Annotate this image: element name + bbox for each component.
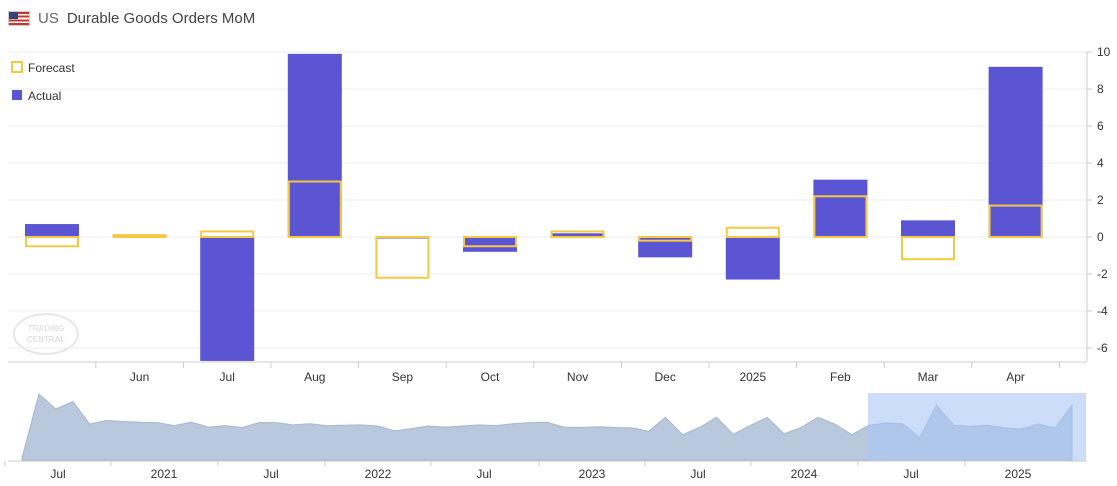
svg-text:TRADING: TRADING [28,324,64,333]
range-navigator[interactable]: Jul 2021 Jul 2022 Jul 2023 Jul 2024 Jul 2025 [4,393,1087,481]
actual-bar [638,237,693,258]
actual-bar [725,237,780,280]
x-tick-label: Oct [481,370,500,384]
country-label: US [38,9,59,27]
navigator-tick-label: Jul [476,467,491,481]
navigator-tick-label: 2024 [791,467,818,481]
y-axis: 10 8 6 4 2 0 -2 -4 -6 [1086,45,1111,361]
trading-central-watermark: TRADING CENTRAL [13,313,79,355]
x-tick-label: Sep [392,370,414,384]
forecast-bar [287,180,342,238]
legend-forecast-swatch [11,61,23,73]
legend-actual-label: Actual [28,89,61,103]
navigator-tick-label: Jul [903,467,918,481]
chart-gridlines [8,51,1087,349]
x-tick-label: Nov [567,370,588,384]
legend-forecast-label: Forecast [28,61,75,75]
navigator-tick-label: Jul [50,467,65,481]
x-tick-label: Jul [220,370,235,384]
forecast-bar [375,236,430,279]
navigator-tick-label: Jul [263,467,278,481]
navigator-tick-label: 2025 [1005,467,1032,481]
actual-bar [25,224,79,237]
x-tick-label: Aug [304,370,325,384]
actual-bar [813,179,868,237]
forecast-bar [550,230,605,238]
navigator-tick-label: 2022 [365,467,392,481]
navigator-tick-label: 2023 [579,467,606,481]
forecast-bar [725,226,780,238]
x-tick-label: 2025 [739,370,766,384]
forecast-bar [813,195,868,239]
actual-bar [287,53,342,237]
x-axis: Jun Jul Aug Sep Oct Nov Dec 2025 Feb Mar Apr [8,361,1087,384]
forecast-bar [112,234,167,238]
y-tick-label: 2 [1097,193,1104,207]
y-tick-label: 10 [1097,45,1111,59]
actual-bar [200,237,255,361]
navigator-selection[interactable] [868,393,1086,461]
forecast-bar [200,230,255,238]
navigator-tick-label: 2021 [151,467,178,481]
y-tick-label: 4 [1097,156,1104,170]
y-tick-label: 0 [1097,230,1104,244]
x-tick-label: Dec [655,370,676,384]
chart-legend[interactable]: Forecast Actual [11,61,75,103]
actual-bar [463,237,517,252]
navigator-tick-label: Jul [690,467,705,481]
actual-bar [988,66,1043,237]
y-tick-label: -6 [1097,341,1108,355]
actual-bar [901,220,955,237]
us-flag-icon [8,10,30,26]
x-tick-label: Apr [1006,370,1025,384]
y-tick-label: 6 [1097,119,1104,133]
forecast-bar [901,236,955,261]
forecast-bar [463,236,517,248]
y-tick-label: -4 [1097,304,1108,318]
forecast-bar [25,236,79,248]
y-tick-label: -2 [1097,267,1108,281]
chart-bars [25,53,1043,361]
x-tick-label: Feb [830,370,851,384]
forecast-bar [638,236,693,242]
chart-header: US Durable Goods Orders MoM [8,8,255,28]
legend-actual-swatch [12,90,22,100]
x-tick-label: Jun [130,370,149,384]
y-tick-label: 8 [1097,82,1104,96]
x-tick-label: Mar [918,370,939,384]
svg-text:CENTRAL: CENTRAL [27,335,65,344]
forecast-bar [988,204,1043,239]
chart-title: Durable Goods Orders MoM [66,9,256,27]
actual-bar [550,233,605,237]
